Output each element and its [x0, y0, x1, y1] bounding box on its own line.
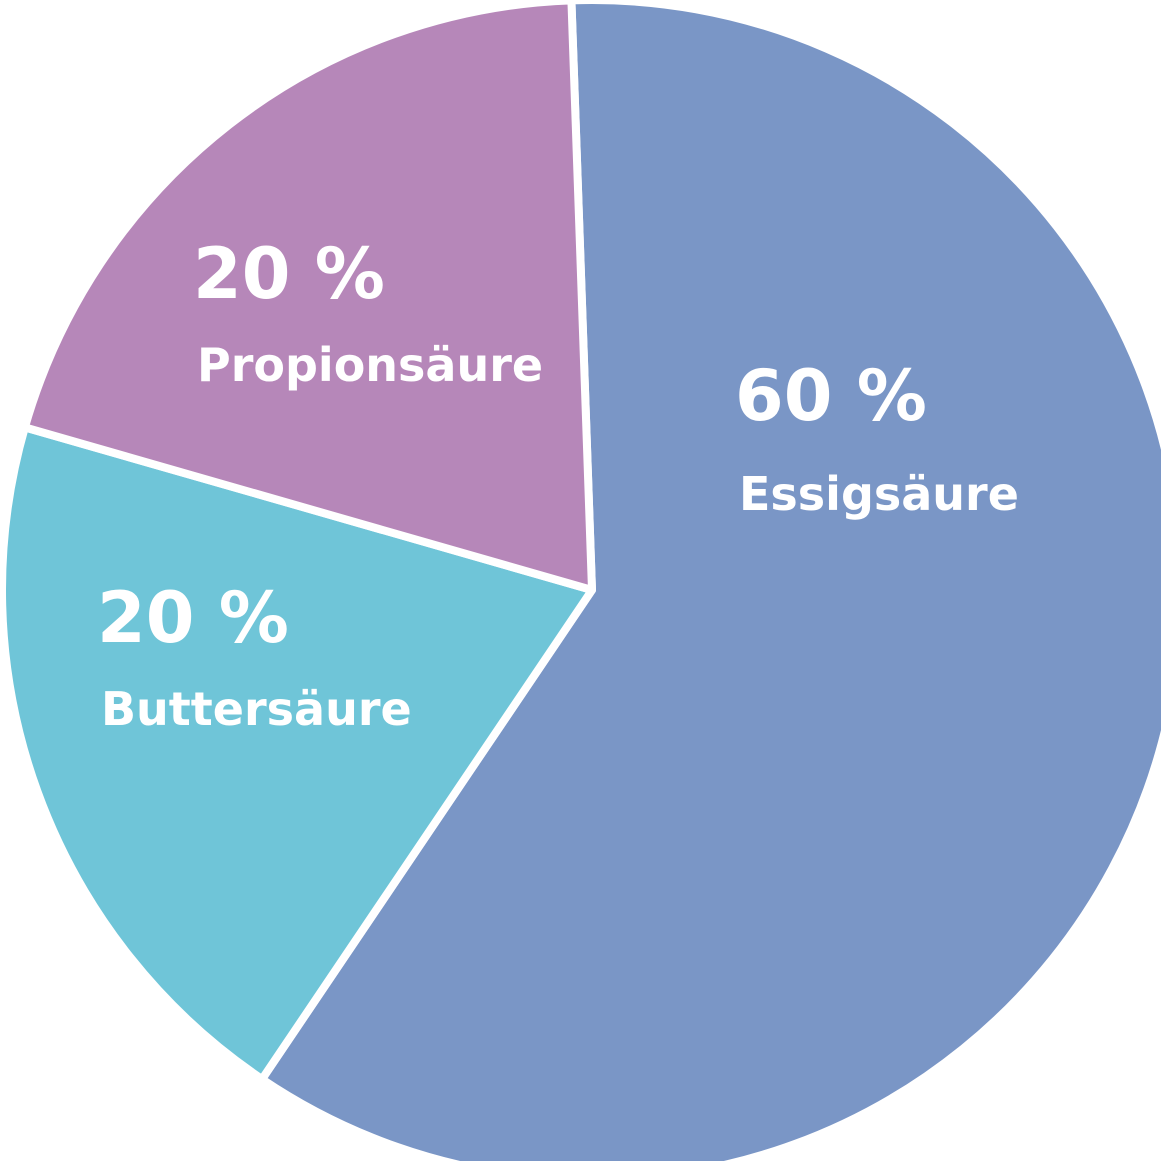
slice-value-label-3: 20 % [193, 233, 385, 315]
pie-slice-3 [20, 0, 596, 594]
slice-name-label-3: Propionsäure [197, 338, 543, 392]
pie-slice-1 [258, 0, 1161, 1161]
slice-value-label-1: 60 % [735, 355, 927, 437]
pie-slice-2 [0, 423, 596, 1084]
slice-name-label-2: Buttersäure [101, 682, 412, 736]
slice-name-label-1: Essigsäure [739, 467, 1019, 521]
slice-value-label-2: 20 % [97, 577, 289, 659]
pie-labels: 60 % Essigsäure 20 % Buttersäure 20 % Propion… [97, 233, 1019, 736]
